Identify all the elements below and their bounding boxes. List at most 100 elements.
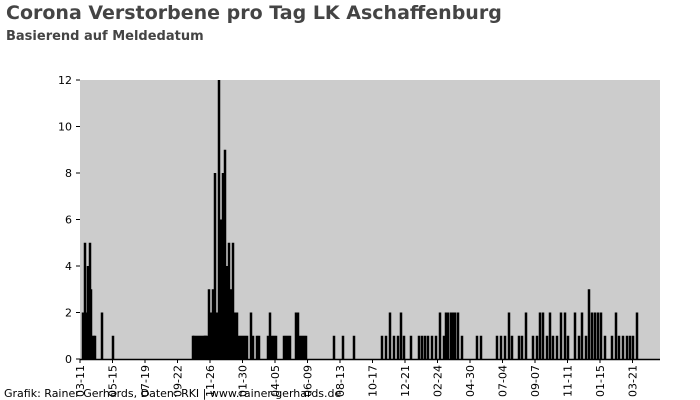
bar — [227, 242, 231, 359]
x-tick-label: 12-21 — [399, 365, 412, 397]
bar — [396, 335, 400, 359]
bar — [545, 335, 549, 359]
bar — [235, 312, 239, 359]
bar — [520, 335, 524, 359]
bar — [300, 335, 304, 359]
bar — [593, 312, 597, 359]
chart-subtitle: Basierend auf Meldedatum — [6, 29, 204, 44]
bar — [555, 335, 559, 359]
bar — [603, 335, 607, 359]
bar — [298, 335, 302, 359]
bar — [596, 312, 600, 359]
x-tick-label: 10-17 — [367, 365, 380, 397]
bar — [460, 335, 464, 359]
bar — [257, 335, 261, 359]
bar — [213, 173, 217, 359]
bar — [286, 335, 290, 359]
bar — [409, 335, 413, 359]
bar — [475, 335, 479, 359]
bar — [83, 242, 87, 359]
bar — [621, 335, 625, 359]
bar — [442, 335, 446, 359]
bar — [517, 335, 521, 359]
y-tick-label: 0 — [65, 353, 72, 366]
bar — [332, 335, 336, 359]
bar — [438, 312, 442, 359]
bar — [446, 312, 450, 359]
bar — [535, 335, 539, 359]
bar — [294, 312, 298, 359]
x-tick-label: 07-19 — [139, 365, 152, 397]
bar — [566, 335, 570, 359]
bar — [580, 312, 584, 359]
bar — [225, 266, 229, 359]
bar — [635, 312, 639, 359]
bar — [196, 335, 200, 359]
x-tick-label: 11-26 — [204, 365, 217, 397]
bar — [510, 335, 514, 359]
bar — [444, 312, 448, 359]
bar — [531, 335, 535, 359]
bar — [503, 335, 507, 359]
bar — [282, 335, 286, 359]
bar — [599, 312, 603, 359]
bar — [402, 335, 406, 359]
x-tick-label: 01-15 — [594, 365, 607, 397]
x-tick-label: 02-24 — [432, 365, 445, 397]
bar — [563, 312, 567, 359]
bar — [352, 335, 356, 359]
y-tick-label: 6 — [65, 214, 72, 227]
bar — [90, 335, 94, 359]
bar — [628, 335, 632, 359]
bar — [551, 335, 555, 359]
y-tick-label: 8 — [65, 167, 72, 180]
x-tick-label: 04-05 — [269, 365, 282, 397]
bar — [233, 312, 237, 359]
bar — [587, 289, 591, 359]
bar — [198, 335, 202, 359]
bar — [423, 335, 427, 359]
bar — [584, 335, 588, 359]
bar — [388, 312, 392, 359]
bar — [239, 335, 243, 359]
bar — [207, 289, 211, 359]
bar — [205, 335, 209, 359]
bar — [499, 335, 503, 359]
bar — [399, 312, 403, 359]
bar — [266, 335, 270, 359]
bar — [625, 335, 629, 359]
bar — [453, 312, 457, 359]
bar — [479, 335, 483, 359]
bar — [538, 312, 542, 359]
bar — [341, 335, 345, 359]
x-tick-label: 03-11 — [74, 365, 87, 397]
bar — [274, 335, 278, 359]
bar — [111, 335, 115, 359]
bar — [209, 312, 213, 359]
bar — [268, 312, 272, 359]
bar — [243, 335, 247, 359]
bar — [380, 335, 384, 359]
x-tick-label: 04-30 — [464, 365, 477, 397]
bar — [541, 312, 545, 359]
bar — [417, 335, 421, 359]
bar — [219, 219, 223, 359]
bar — [288, 335, 292, 359]
bar — [237, 335, 241, 359]
plot-area — [80, 80, 660, 359]
bar — [449, 312, 453, 359]
bar — [241, 335, 245, 359]
bar — [192, 335, 196, 359]
bar — [284, 335, 288, 359]
bar — [211, 289, 215, 359]
bar — [304, 335, 308, 359]
bar — [559, 312, 563, 359]
bar — [93, 335, 97, 359]
bar — [217, 80, 221, 359]
bar — [548, 312, 552, 359]
bar — [272, 335, 276, 359]
bar — [430, 335, 434, 359]
bar — [524, 312, 528, 359]
bar — [420, 335, 424, 359]
